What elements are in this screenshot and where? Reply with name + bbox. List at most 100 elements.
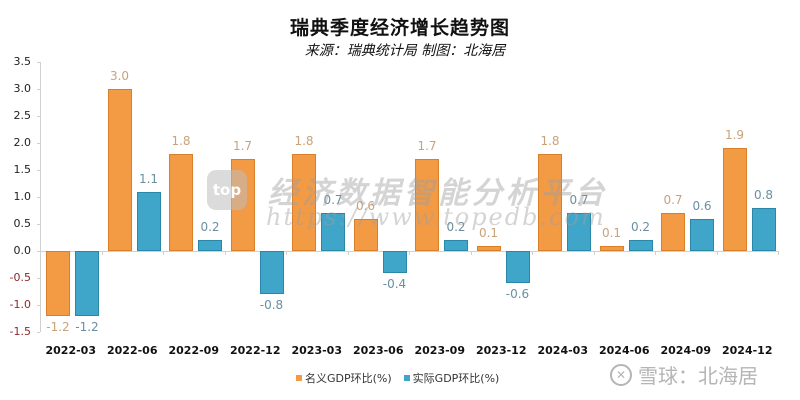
value-label: -0.4 bbox=[382, 276, 407, 291]
x-category-label: 2023-03 bbox=[291, 344, 343, 357]
x-category-label: 2024-09 bbox=[660, 344, 712, 357]
x-category-label: 2024-12 bbox=[722, 344, 773, 357]
bar-real bbox=[628, 240, 653, 251]
x-tick-mark bbox=[286, 251, 287, 255]
x-category-label: 2023-09 bbox=[414, 344, 466, 357]
value-label: -1.2 bbox=[46, 319, 70, 334]
x-category-label: 2022-06 bbox=[107, 344, 158, 357]
value-label: 0.7 bbox=[663, 193, 683, 208]
value-label: 1.9 bbox=[724, 128, 745, 143]
value-label: 0.7 bbox=[569, 193, 589, 208]
y-tick-mark bbox=[37, 116, 40, 117]
x-tick-mark bbox=[163, 251, 164, 255]
watermark-logo-icon: top bbox=[207, 170, 247, 210]
x-category-label: 2022-09 bbox=[168, 344, 220, 357]
y-tick-label: -1.5 bbox=[9, 325, 31, 338]
value-label: 0.6 bbox=[692, 198, 712, 213]
value-label: 0.2 bbox=[200, 220, 220, 235]
chart-title: 瑞典季度经济增长趋势图 bbox=[289, 17, 510, 39]
bar-nominal bbox=[46, 251, 70, 316]
bar-real bbox=[198, 240, 222, 251]
y-tick-mark bbox=[37, 278, 40, 279]
snowball-icon: ✕ bbox=[610, 363, 632, 386]
x-category-label: 2024-03 bbox=[537, 344, 589, 357]
value-label: 0.8 bbox=[753, 187, 774, 202]
value-label: -1.2 bbox=[75, 319, 99, 334]
x-tick-mark bbox=[593, 251, 595, 255]
bar-real bbox=[690, 218, 714, 251]
y-tick-label: 2.0 bbox=[13, 136, 32, 149]
snowball-watermark-text: 雪球：北海居 bbox=[638, 364, 758, 388]
y-tick-label: 0.5 bbox=[13, 217, 32, 230]
bar-nominal bbox=[292, 153, 316, 251]
bar-nominal bbox=[599, 245, 624, 251]
snowball-watermark: ✕ 雪球：北海居 bbox=[610, 360, 758, 389]
y-tick-mark bbox=[37, 332, 40, 333]
x-tick-mark bbox=[101, 251, 103, 255]
value-label: 1.8 bbox=[294, 133, 314, 148]
y-tick-label: 1.0 bbox=[13, 190, 32, 203]
x-tick-mark bbox=[778, 251, 779, 255]
bar-nominal bbox=[661, 213, 685, 251]
watermark-url: https://www.topedb.com bbox=[266, 203, 606, 231]
value-label: 1.7 bbox=[417, 139, 437, 154]
y-tick-mark bbox=[37, 89, 40, 90]
value-label: -0.8 bbox=[259, 298, 284, 313]
value-label: 1.1 bbox=[138, 171, 159, 186]
x-tick-mark bbox=[224, 251, 226, 255]
bar-real bbox=[505, 251, 530, 284]
y-tick-label: 1.5 bbox=[13, 163, 32, 176]
legend-label-real: 实际GDP环比(%) bbox=[412, 372, 500, 385]
legend-swatch-nominal-icon bbox=[296, 375, 302, 381]
x-category-label: 2022-12 bbox=[230, 344, 281, 357]
x-category-label: 2024-06 bbox=[599, 344, 650, 357]
bar-nominal bbox=[169, 153, 193, 251]
x-tick-mark bbox=[470, 251, 472, 255]
y-tick-label: -0.5 bbox=[9, 271, 31, 284]
value-label: 0.2 bbox=[446, 220, 466, 235]
chart-subtitle: 来源：瑞典统计局 制图：北海居 bbox=[304, 43, 506, 59]
bar-nominal bbox=[722, 148, 747, 251]
y-tick-label: -1.0 bbox=[9, 298, 31, 311]
y-tick-mark bbox=[37, 143, 40, 144]
bar-nominal bbox=[538, 153, 562, 251]
value-label: 1.8 bbox=[540, 133, 560, 148]
y-tick-mark bbox=[37, 197, 40, 198]
bar-real bbox=[567, 213, 591, 251]
value-label: 0.1 bbox=[478, 225, 499, 240]
bar-real bbox=[75, 251, 99, 316]
y-axis-line bbox=[40, 62, 41, 332]
value-label: 3.0 bbox=[109, 69, 130, 83]
value-label: 0.1 bbox=[601, 225, 622, 240]
bar-real bbox=[136, 191, 161, 251]
legend-label-nominal: 名义GDP环比(%) bbox=[305, 372, 392, 385]
y-tick-mark bbox=[37, 305, 40, 306]
x-tick-mark bbox=[409, 251, 410, 255]
watermark-text: 经济数据智能分析平台 bbox=[268, 176, 608, 211]
y-tick-mark bbox=[37, 251, 40, 252]
value-label: 0.7 bbox=[323, 193, 343, 208]
y-tick-label: 3.5 bbox=[13, 55, 32, 68]
x-tick-mark bbox=[655, 251, 656, 255]
bar-nominal bbox=[353, 218, 378, 251]
bar-real bbox=[382, 251, 407, 273]
bar-nominal bbox=[107, 89, 132, 251]
bar-nominal bbox=[476, 245, 501, 251]
x-category-label: 2023-06 bbox=[353, 344, 404, 357]
y-tick-mark bbox=[37, 224, 40, 225]
bar-real bbox=[321, 213, 345, 251]
legend-swatch-real-icon bbox=[403, 375, 410, 381]
bar-real bbox=[259, 251, 284, 295]
value-label: -0.6 bbox=[505, 287, 530, 302]
x-tick-mark bbox=[347, 251, 349, 255]
value-label: 0.2 bbox=[630, 220, 651, 235]
value-label: 1.7 bbox=[232, 139, 253, 154]
y-tick-label: 0.0 bbox=[13, 244, 32, 257]
value-label: 0.6 bbox=[355, 198, 376, 213]
y-tick-label: 2.5 bbox=[13, 109, 32, 122]
legend-item-nominal: 名义GDP环比(%) bbox=[296, 370, 392, 386]
bar-nominal bbox=[415, 159, 439, 251]
x-tick-mark bbox=[532, 251, 533, 255]
x-category-label: 2023-12 bbox=[476, 344, 527, 357]
legend: 名义GDP环比(%) 实际GDP环比(%) bbox=[296, 370, 499, 386]
